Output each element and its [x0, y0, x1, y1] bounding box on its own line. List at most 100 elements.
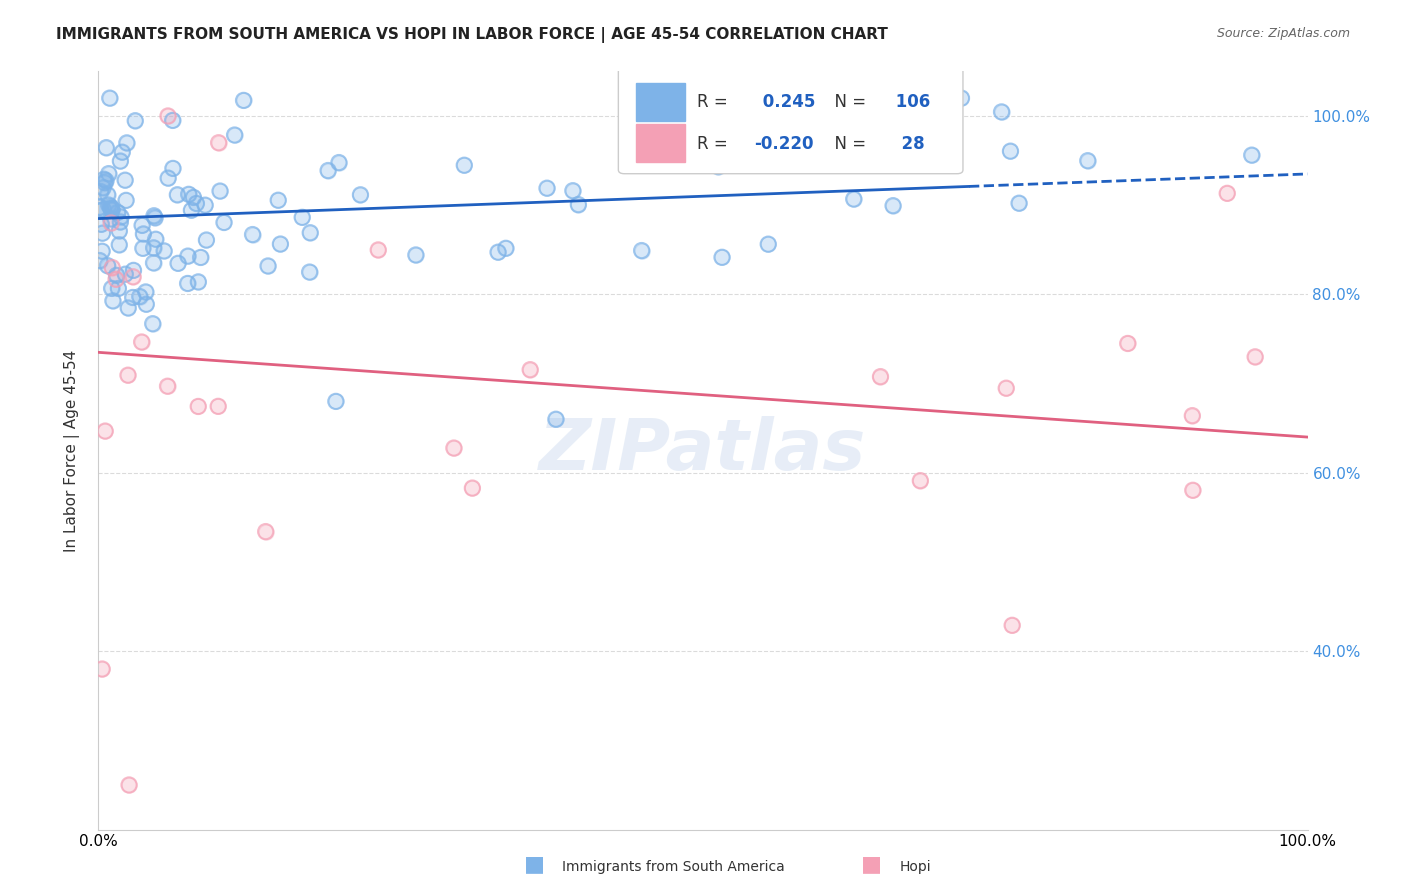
Point [132, 227, 155, 241]
Point [97, 187, 120, 202]
Point [156, 109, 179, 123]
Point [1001, 618, 1024, 632]
Point [131, 219, 153, 233]
Point [153, 244, 176, 258]
Point [242, 227, 264, 242]
Point [153, 244, 176, 258]
Point [224, 128, 246, 142]
Point [1001, 618, 1024, 632]
Point [93, 176, 115, 190]
Point [142, 256, 165, 270]
Point [91, 244, 114, 259]
Point [180, 203, 202, 218]
Point [111, 145, 134, 160]
Point [98, 91, 121, 105]
Point [461, 481, 484, 495]
Point [299, 226, 322, 240]
FancyBboxPatch shape [619, 68, 963, 174]
Point [1244, 350, 1267, 364]
Point [232, 94, 254, 108]
Point [630, 244, 652, 258]
Point [117, 368, 139, 383]
Point [100, 211, 122, 226]
Point [101, 202, 124, 216]
Point [349, 187, 371, 202]
Point [267, 193, 290, 207]
Point [186, 196, 208, 211]
Text: N =: N = [824, 93, 866, 111]
Point [115, 194, 138, 208]
Point [176, 277, 198, 291]
Point [132, 227, 155, 241]
Point [132, 241, 155, 255]
Point [121, 291, 143, 305]
Point [156, 379, 179, 393]
Point [94, 424, 117, 438]
Point [90, 217, 112, 231]
Point [131, 334, 153, 349]
Point [122, 269, 145, 284]
Point [108, 224, 131, 238]
Text: Immigrants from South America: Immigrants from South America [562, 860, 785, 874]
Point [869, 369, 891, 384]
FancyBboxPatch shape [637, 124, 685, 162]
Point [187, 400, 209, 414]
Point [257, 259, 280, 273]
Point [114, 267, 136, 281]
Text: 106: 106 [890, 93, 931, 111]
Text: ZIPatlas: ZIPatlas [540, 416, 866, 485]
Point [561, 184, 583, 198]
Point [443, 441, 465, 455]
Point [93, 172, 115, 186]
Point [349, 187, 371, 202]
Point [110, 215, 132, 229]
Text: -0.220: -0.220 [754, 136, 813, 153]
Point [143, 209, 166, 223]
Point [167, 256, 190, 270]
Point [91, 202, 114, 217]
Point [97, 198, 120, 212]
Point [291, 211, 314, 225]
Point [100, 211, 122, 226]
Point [114, 173, 136, 187]
Point [111, 145, 134, 160]
Point [90, 203, 112, 218]
Point [544, 412, 567, 426]
Point [298, 265, 321, 279]
Point [100, 281, 122, 295]
Point [107, 205, 129, 219]
Point [91, 180, 114, 194]
Point [1000, 144, 1022, 158]
Point [162, 113, 184, 128]
Text: 28: 28 [890, 136, 925, 153]
Point [617, 135, 640, 149]
Text: IMMIGRANTS FROM SOUTH AMERICA VS HOPI IN LABOR FORCE | AGE 45-54 CORRELATION CHA: IMMIGRANTS FROM SOUTH AMERICA VS HOPI IN… [56, 27, 889, 43]
Point [100, 216, 122, 230]
Point [869, 369, 891, 384]
Point [1244, 350, 1267, 364]
Point [131, 219, 153, 233]
Point [367, 243, 389, 257]
Point [145, 232, 167, 246]
Point [91, 662, 114, 676]
Point [183, 190, 205, 204]
Text: Hopi: Hopi [900, 860, 931, 874]
Point [167, 256, 190, 270]
Text: ■: ■ [524, 855, 544, 874]
Point [617, 135, 640, 149]
Point [486, 245, 509, 260]
Point [180, 203, 202, 218]
Text: R =: R = [697, 136, 728, 153]
Point [90, 185, 112, 199]
Point [94, 173, 117, 187]
Point [212, 215, 235, 229]
Point [950, 91, 973, 105]
Point [461, 481, 484, 495]
Point [162, 161, 184, 176]
Point [110, 154, 132, 169]
FancyBboxPatch shape [637, 83, 685, 120]
Point [101, 203, 124, 218]
Point [108, 224, 131, 238]
Point [162, 113, 184, 128]
Point [328, 155, 350, 169]
